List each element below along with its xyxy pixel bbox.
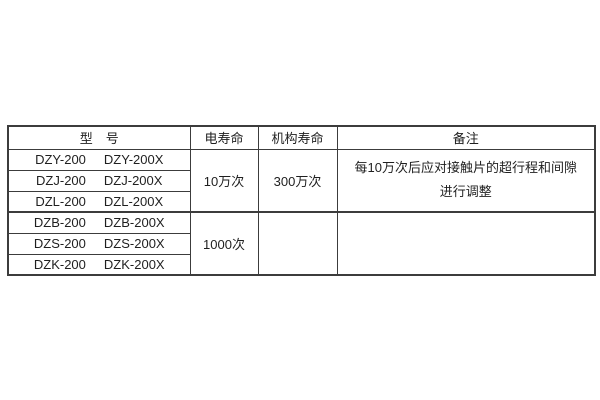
remarks-line-1: 每10万次后应对接触片的超行程和间隙 (354, 160, 577, 176)
remarks-cell: 每10万次后应对接触片的超行程和间隙 进行调整 (336, 148, 596, 213)
model-base: DZS-200 (33, 236, 86, 251)
model-variant: DZY-200X (103, 152, 164, 167)
model-variant: DZS-200X (103, 236, 165, 251)
model-variant: DZJ-200X (103, 173, 163, 188)
model-variant: DZB-200X (103, 215, 165, 231)
model-base: DZB-200 (33, 215, 86, 231)
model-cell: DZY-200 DZY-200X (7, 148, 191, 171)
model-cell: DZS-200 DZS-200X (7, 232, 191, 255)
electrical-life-cell: 10万次 (189, 148, 259, 213)
table-row: DZY-200 DZY-200X 10万次 300万次 每10万次后应对接触片的超… (7, 148, 596, 213)
mechanism-life-cell: 300万次 (257, 148, 338, 213)
remarks-cell (336, 211, 596, 276)
header-mechanism-life: 机构寿命 (257, 125, 338, 150)
model-base: DZJ-200 (36, 173, 86, 188)
table-row: DZK-200 DZK-200X (7, 253, 595, 276)
remarks-line-2: 进行调整 (439, 184, 492, 200)
model-cell: DZJ-200 DZJ-200X (7, 169, 191, 192)
header-remarks: 备注 (336, 125, 596, 150)
model-variant: DZK-200X (103, 256, 165, 272)
mechanism-life-cell (257, 211, 338, 276)
electrical-life-cell: 1000次 (189, 211, 259, 276)
model-base: DZK-200 (33, 256, 86, 272)
model-cell: DZK-200 DZK-200X (7, 253, 191, 276)
model-cell: DZB-200 DZB-200X (7, 211, 191, 234)
table-row: DZB-200 DZB-200X 1000次 (7, 211, 596, 276)
table-row: DZL-200 DZL-200X (7, 190, 595, 213)
model-base: DZL-200 (35, 193, 86, 209)
header-electrical-life: 电寿命 (189, 125, 259, 150)
model-base: DZY-200 (35, 152, 86, 167)
model-cell: DZL-200 DZL-200X (7, 190, 191, 213)
relay-spec-table: 型 号 电寿命 机构寿命 备注 DZY-200 DZY-200X 10万次 300… (7, 125, 596, 276)
table-row: DZJ-200 DZJ-200X (7, 169, 595, 192)
model-variant: DZL-200X (103, 193, 164, 209)
header-row: 型 号 电寿命 机构寿命 备注 (7, 125, 596, 150)
header-model: 型 号 (7, 125, 191, 150)
